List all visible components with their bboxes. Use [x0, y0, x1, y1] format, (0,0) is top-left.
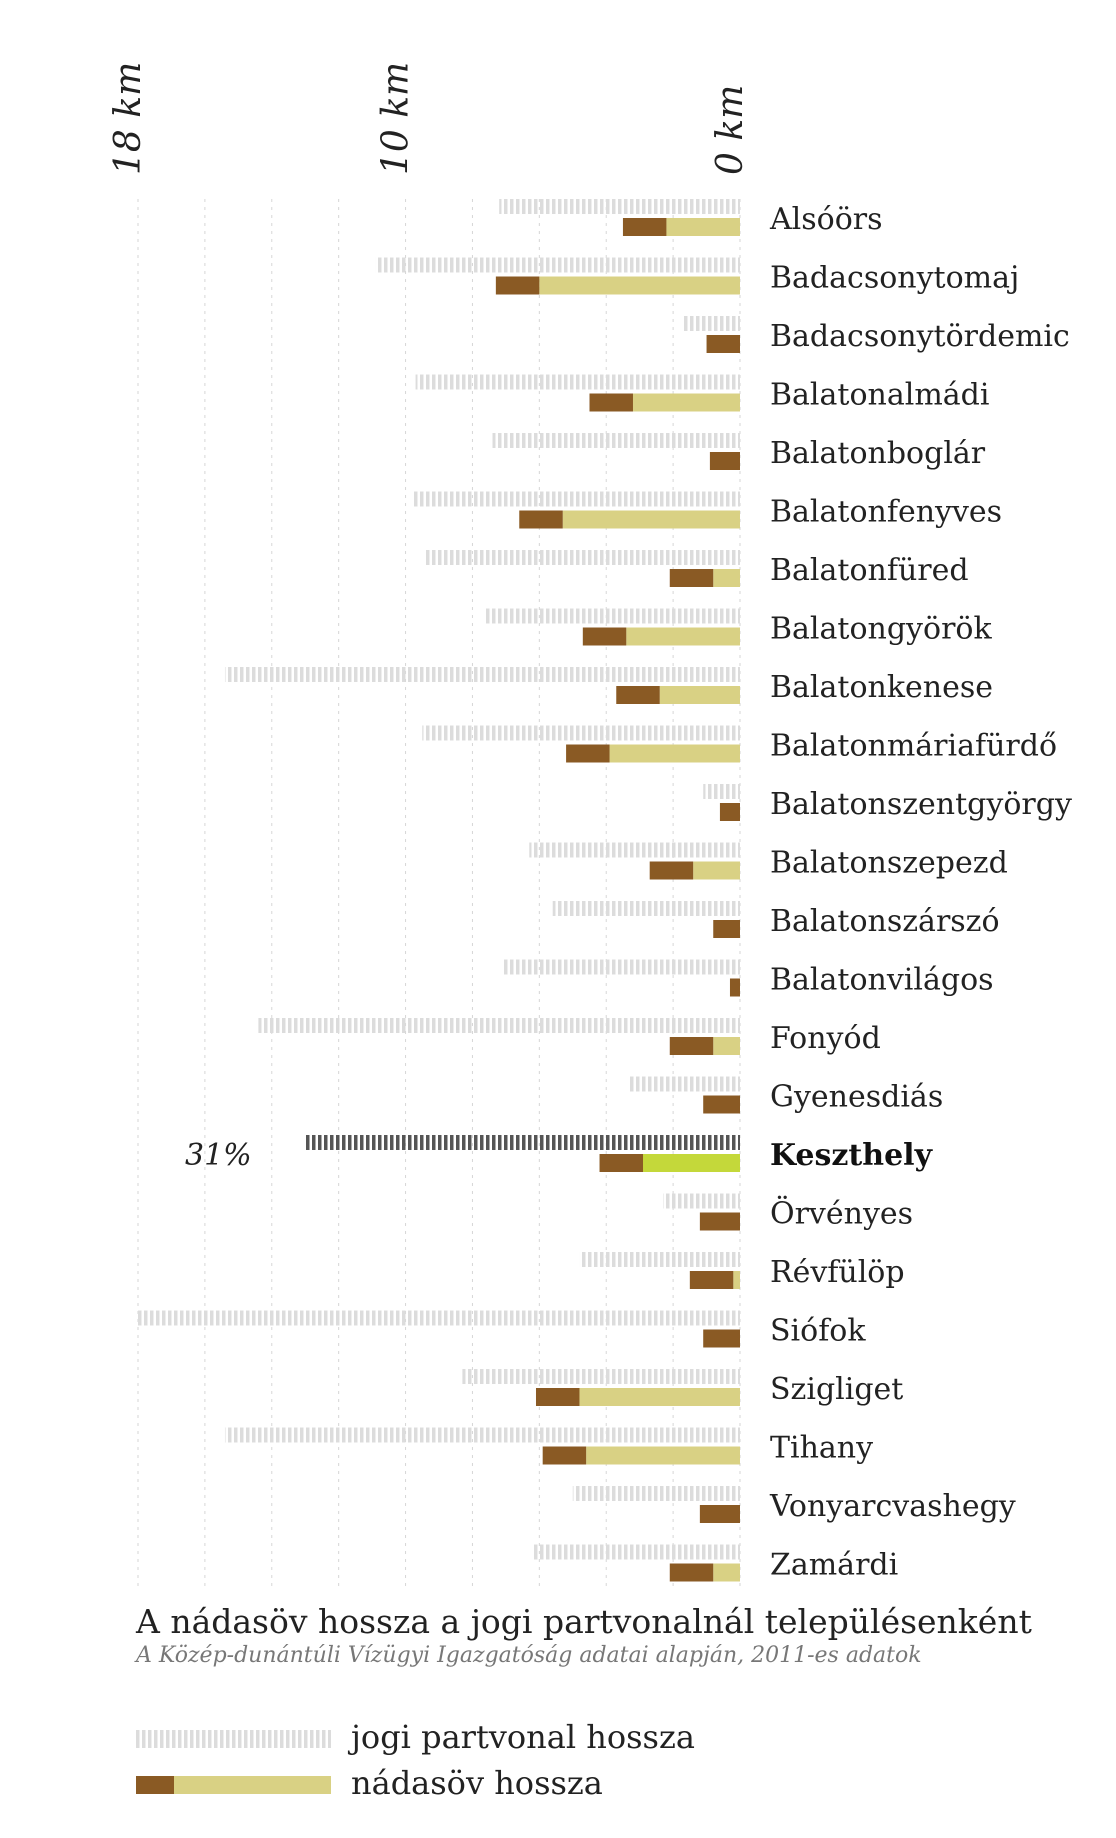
reed-bar-dark	[622, 218, 667, 236]
reed-bar-light	[626, 627, 740, 646]
reed-bar-dark	[719, 803, 740, 821]
x-tick-label: 18 km	[108, 62, 149, 175]
category-label: Balatonszentgyörgy	[770, 787, 1072, 822]
category-label: Örvényes	[770, 1196, 913, 1232]
reed-bar-light	[632, 393, 740, 412]
coast-bar	[425, 550, 740, 565]
reed-bar-light	[733, 1271, 740, 1289]
category-label: Badacsonytomaj	[770, 261, 1019, 296]
category-label: Badacsonytördemic	[770, 319, 1070, 354]
chart-title: A nádasöv hossza a jogi partvonalnál tel…	[136, 1602, 1032, 1641]
category-label: Balatonkenese	[770, 670, 993, 705]
reed-bar-dark	[669, 1037, 714, 1055]
category-label: Balatonmáriafürdő	[770, 729, 1057, 764]
category-label: Zamárdi	[770, 1548, 898, 1583]
category-label: Tihany	[770, 1431, 873, 1466]
coast-bar	[422, 725, 740, 741]
coast-bar	[502, 959, 740, 975]
coast-bar	[683, 316, 740, 331]
legend-label-coast: jogi partvonal hossza	[351, 1718, 695, 1756]
coast-bar	[499, 199, 740, 214]
chart-caption: A nádasöv hossza a jogi partvonalnál tel…	[136, 1602, 1096, 1668]
coast-bar	[552, 901, 740, 916]
category-label: Keszthely	[770, 1138, 934, 1173]
reed-bar-light	[539, 276, 740, 295]
category-label: Balatonalmádi	[770, 378, 989, 413]
reed-bar-dark	[669, 1563, 714, 1582]
category-label: Balatonfenyves	[770, 495, 1002, 530]
category-label: Balatonszárszó	[770, 904, 1000, 939]
reed-bar-light	[713, 1563, 740, 1582]
coast-bar	[532, 1544, 740, 1560]
reed-bar-dark	[535, 1388, 580, 1406]
reed-bar-dark	[703, 1095, 740, 1114]
reed-bar-dark	[669, 569, 714, 587]
category-label: Siófok	[770, 1314, 866, 1349]
category-label: Fonyód	[770, 1021, 881, 1056]
legend-swatch-reed	[136, 1776, 331, 1794]
reed-bar-dark	[729, 978, 740, 997]
reed-bar-light	[562, 510, 740, 529]
coast-bar	[138, 1310, 740, 1326]
coast-bar	[703, 784, 740, 799]
legend-swatch-coast	[136, 1730, 331, 1748]
reed-bar-dark	[566, 744, 610, 763]
chart-subtitle: A Közép-dunántúli Vízügyi Igazgatóság ad…	[136, 1643, 922, 1668]
coast-bar	[412, 491, 740, 507]
category-label: Balatonfüred	[770, 553, 969, 588]
category-label: Révfülöp	[770, 1255, 905, 1290]
reed-bar-light	[693, 861, 740, 880]
coast-bar	[258, 1018, 740, 1033]
coast-bar	[492, 433, 740, 448]
coast-bar	[572, 1486, 740, 1501]
reed-belt-chart: 18 km 10 km 0 km Alsóörs Badacsonytomaj Badac…	[108, 62, 1072, 1590]
reed-bar-dark	[703, 1329, 740, 1348]
reed-bar-dark	[713, 920, 740, 938]
coast-bar	[629, 1076, 740, 1092]
reed-bar-dark	[589, 393, 633, 412]
reed-bar-dark	[709, 452, 740, 470]
coast-bar	[485, 608, 740, 624]
reed-bar-dark	[616, 686, 660, 704]
coast-bar	[224, 667, 740, 682]
reed-bar-light	[659, 686, 740, 704]
x-tick-label: 0 km	[710, 85, 751, 175]
category-label: Vonyarcvashegy	[769, 1489, 1016, 1524]
reed-bar-dark	[495, 276, 540, 295]
coast-bar	[529, 842, 740, 858]
category-label: Balatonboglár	[770, 436, 986, 471]
coast-bar	[224, 1427, 740, 1443]
category-label: Gyenesdiás	[770, 1080, 943, 1115]
reed-bar-dark	[689, 1271, 734, 1289]
reed-bar-dark	[542, 1446, 587, 1465]
coast-bar	[305, 1135, 740, 1150]
reed-bar-light	[579, 1388, 740, 1406]
reed-bar-dark	[519, 510, 563, 529]
coast-bar	[663, 1193, 740, 1209]
reed-bar-light	[713, 569, 740, 587]
category-label: Balatonvilágos	[770, 963, 994, 998]
reed-bar-dark	[699, 1212, 740, 1231]
legend-label-reed: nádasöv hossza	[351, 1764, 603, 1802]
x-tick-label: 10 km	[376, 62, 417, 175]
highlight-annotation: 31%	[185, 1138, 252, 1173]
reed-bar-dark	[649, 861, 694, 880]
category-label: Balatonszepezd	[770, 846, 1008, 881]
reed-bar-dark	[699, 1505, 740, 1523]
reed-bar-dark	[582, 627, 627, 646]
reed-bar-dark	[706, 335, 740, 353]
reed-bar-light	[586, 1446, 740, 1465]
reed-bar-light	[666, 218, 740, 236]
reed-bar-dark	[599, 1154, 644, 1172]
category-label: Alsóörs	[769, 202, 883, 237]
coast-bar	[375, 257, 740, 273]
category-label: Szigliget	[770, 1372, 903, 1407]
category-label: Balatongyörök	[770, 612, 992, 647]
reed-bar-light	[609, 744, 740, 763]
reed-bar-light	[643, 1154, 740, 1172]
coast-bar	[579, 1252, 740, 1267]
coast-bar	[462, 1369, 740, 1384]
coast-bar	[415, 374, 740, 390]
reed-bar-light	[713, 1037, 740, 1055]
